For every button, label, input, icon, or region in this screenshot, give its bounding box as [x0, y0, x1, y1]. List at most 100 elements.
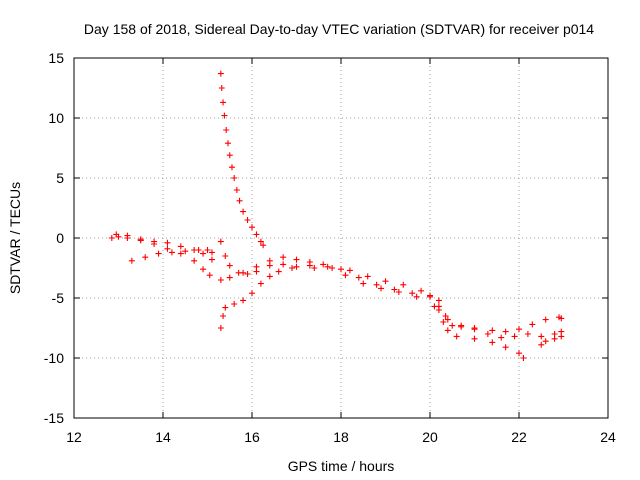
data-point: [113, 231, 120, 238]
data-point: [137, 237, 144, 244]
data-point: [226, 262, 233, 269]
data-point: [220, 313, 227, 319]
data-point: [471, 335, 478, 342]
data-point: [382, 278, 389, 285]
data-point: [206, 272, 213, 279]
data-point: [355, 274, 362, 281]
data-point: [222, 253, 229, 259]
series-arc-9: [538, 333, 565, 348]
data-points: [108, 70, 565, 361]
data-point: [266, 273, 273, 280]
data-point: [471, 326, 478, 333]
data-point: [244, 217, 251, 223]
data-point: [516, 350, 522, 357]
data-point: [191, 257, 198, 264]
data-point: [182, 248, 189, 255]
data-point: [177, 243, 184, 250]
data-point: [538, 341, 545, 348]
data-point: [293, 263, 300, 270]
data-point: [484, 331, 491, 337]
data-point: [226, 152, 233, 159]
data-point: [275, 268, 282, 275]
data-point: [224, 140, 231, 147]
data-point: [168, 249, 175, 256]
data-point: [324, 263, 331, 270]
axis-ticks: [73, 57, 609, 419]
data-point: [431, 303, 438, 310]
data-point: [373, 281, 380, 288]
data-point: [538, 333, 545, 340]
data-point: [240, 297, 247, 304]
data-point: [204, 247, 211, 253]
data-point: [378, 285, 385, 292]
data-point: [155, 250, 162, 257]
data-point: [391, 286, 398, 293]
data-point: [524, 331, 531, 337]
data-point: [395, 289, 402, 295]
data-point: [151, 241, 158, 247]
data-point: [489, 339, 496, 346]
y-tick-labels: 15 10 5 0 -5 -10 -15: [44, 50, 64, 426]
data-point: [516, 326, 522, 333]
y-axis-label: SDTVAR / TECUs: [7, 182, 23, 294]
data-point: [440, 319, 447, 325]
data-point: [551, 335, 558, 342]
series-arc-3: [128, 247, 215, 264]
x-tick-label: 12: [66, 429, 82, 445]
series-arc-8: [435, 307, 565, 341]
data-point: [124, 232, 131, 239]
data-point: [240, 208, 247, 215]
x-tick-label: 22: [511, 429, 527, 445]
data-point: [257, 238, 264, 245]
data-point: [427, 292, 433, 299]
data-point: [542, 338, 549, 345]
data-point: [226, 274, 233, 281]
data-point: [218, 85, 225, 91]
y-tick-label: 0: [56, 230, 64, 246]
y-tick-label: 5: [56, 170, 64, 186]
data-point: [338, 266, 344, 273]
data-point: [306, 262, 313, 269]
data-point: [253, 231, 260, 238]
x-tick-label: 16: [244, 429, 260, 445]
data-point: [409, 290, 416, 297]
x-tick-label: 14: [155, 429, 171, 445]
data-point: [177, 250, 184, 257]
data-point: [329, 265, 336, 271]
series-arc-7: [217, 262, 527, 361]
data-point: [400, 281, 407, 288]
data-point: [529, 321, 536, 328]
data-point: [435, 297, 442, 304]
data-point: [236, 197, 243, 204]
y-tick-label: -10: [44, 350, 64, 366]
series-arc-2: [113, 231, 213, 279]
data-point: [418, 287, 425, 294]
data-point: [511, 333, 518, 340]
data-point: [253, 263, 260, 270]
data-point: [200, 266, 207, 273]
y-tick-label: 10: [48, 110, 64, 126]
data-point: [217, 277, 224, 283]
data-point: [195, 247, 202, 253]
data-point: [498, 334, 505, 341]
data-point: [249, 224, 255, 231]
data-point: [223, 127, 230, 133]
x-tick-label: 20: [422, 429, 438, 445]
data-point: [208, 256, 215, 263]
data-point: [217, 238, 224, 245]
data-point: [542, 316, 549, 323]
y-tick-label: -15: [44, 410, 64, 426]
y-tick-label: 15: [48, 50, 64, 66]
data-point: [208, 249, 215, 256]
data-point: [142, 254, 149, 261]
x-tick-label: 24: [600, 429, 616, 445]
data-point: [128, 257, 135, 264]
data-point: [244, 271, 251, 277]
data-point: [558, 333, 565, 340]
data-point: [444, 327, 451, 334]
data-point: [435, 307, 442, 313]
data-point: [442, 313, 449, 319]
data-point: [320, 261, 327, 268]
data-point: [249, 290, 255, 297]
